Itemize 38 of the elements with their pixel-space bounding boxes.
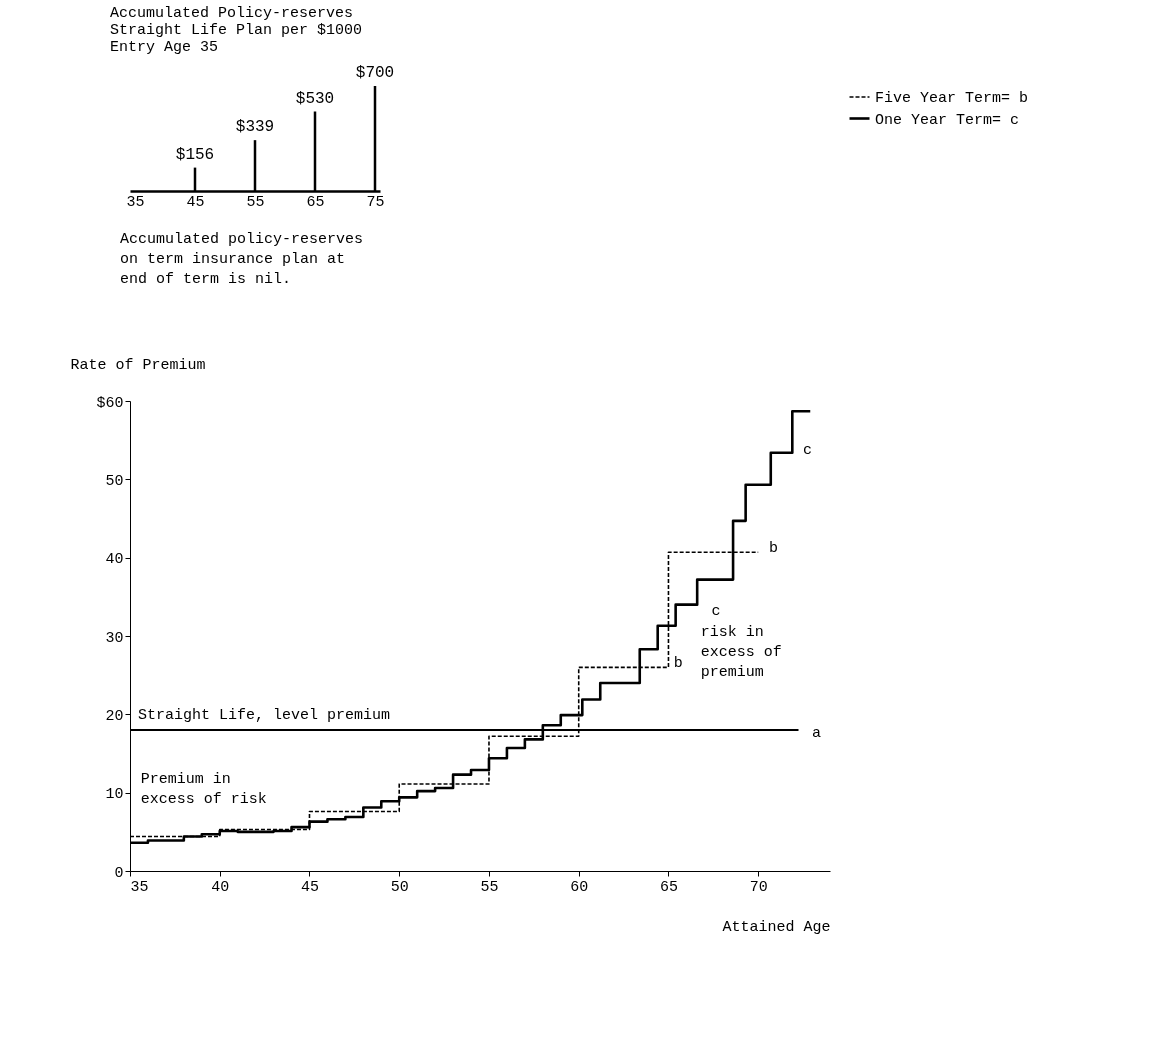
annotation: a bbox=[812, 725, 822, 743]
ref-line-label: Straight Life, level premium bbox=[138, 707, 391, 724]
annotation: Premium in excess of risk bbox=[140, 770, 267, 808]
x-tick-label: 35 bbox=[130, 878, 149, 896]
text: Accumulated policy-reserves on term insurance plan at end of term is nil. bbox=[120, 231, 364, 288]
x-tick-label: 70 bbox=[749, 878, 768, 896]
data-label: $156 bbox=[175, 145, 215, 164]
y-axis-title: Rate of Premium bbox=[70, 356, 206, 374]
y-tick-label: 50 bbox=[105, 472, 124, 490]
annotation: c bbox=[803, 441, 813, 459]
x-tick-label: 50 bbox=[390, 878, 409, 896]
x-tick-label: 35 bbox=[126, 193, 145, 211]
y-tick-label: 10 bbox=[105, 786, 124, 804]
x-tick-label: 60 bbox=[570, 878, 589, 896]
y-tick-label: 30 bbox=[105, 629, 124, 647]
y-tick-label: 40 bbox=[105, 551, 124, 569]
data-label: $339 bbox=[235, 118, 275, 137]
x-axis-title: Attained Age bbox=[722, 918, 831, 936]
annotation: b bbox=[768, 539, 778, 557]
data-label: $530 bbox=[295, 89, 335, 108]
x-tick-label: 65 bbox=[659, 878, 678, 896]
x-tick-label: 65 bbox=[306, 193, 325, 211]
legend-label: Five Year Term= b bbox=[875, 90, 1029, 107]
x-tick-label: 45 bbox=[300, 878, 319, 896]
legend-label: One Year Term= c bbox=[875, 111, 1020, 129]
x-tick-label: 55 bbox=[480, 878, 499, 896]
x-tick-label: 55 bbox=[246, 193, 265, 211]
x-tick-label: 40 bbox=[211, 878, 230, 896]
annotation: c bbox=[711, 603, 721, 621]
y-tick-label: 20 bbox=[105, 707, 124, 725]
y-tick-label: 0 bbox=[114, 864, 124, 882]
x-tick-label: 75 bbox=[366, 193, 385, 211]
data-label: $700 bbox=[355, 64, 395, 82]
annotation: risk in excess of premium bbox=[700, 624, 782, 682]
y-tick-label: $60 bbox=[96, 394, 124, 412]
x-tick-label: 45 bbox=[186, 193, 205, 211]
annotation: b bbox=[673, 654, 683, 672]
chart-title: Accumulated Policy-reserves Straight Life Plan per $1000 Entry Age 35 bbox=[110, 5, 363, 56]
